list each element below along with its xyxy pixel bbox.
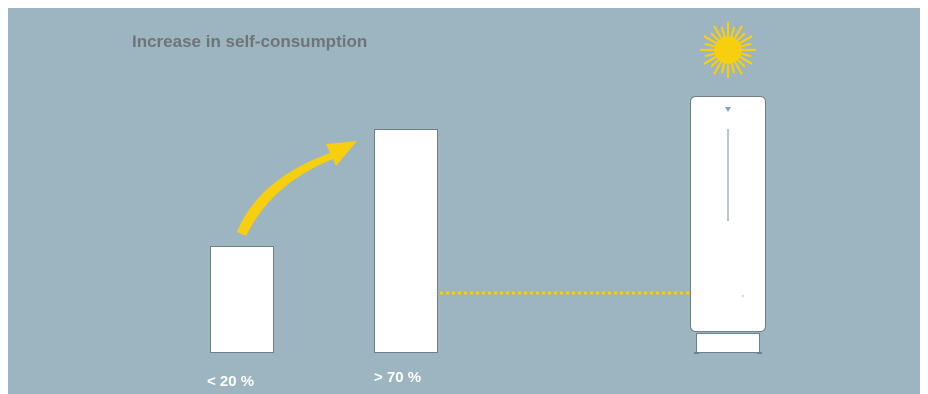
- bar-label-high: > 70 %: [374, 369, 422, 386]
- sun-ray: [720, 63, 726, 74]
- battery-led: [741, 294, 745, 298]
- sun-ray: [703, 35, 717, 44]
- sun-ray: [737, 32, 746, 41]
- sun-ray: [704, 52, 715, 58]
- sun-ray: [734, 61, 743, 75]
- battery-foot-left: [694, 352, 699, 354]
- sun-ray: [710, 59, 719, 68]
- sun-icon: [699, 21, 757, 79]
- diagram-canvas: Increase in self-consumption < 20 % > 70…: [8, 8, 920, 394]
- bar-low-self-consumption: [210, 246, 274, 353]
- sun-ray: [720, 26, 726, 37]
- battery-foot-right: [757, 352, 762, 354]
- sun-ray: [730, 63, 736, 74]
- diagram-graphics: [237, 21, 766, 354]
- bar-label-low: < 20 %: [207, 373, 255, 390]
- sun-ray: [710, 32, 719, 41]
- curved-arrow-icon: [237, 141, 357, 236]
- sun-ray: [730, 26, 736, 37]
- battery-indicator: [725, 107, 731, 112]
- sun-ray: [739, 56, 753, 65]
- bar-high-self-consumption: [374, 129, 438, 353]
- sun-ray: [739, 35, 753, 44]
- battery-base: [696, 333, 760, 353]
- sun-ray: [741, 52, 752, 58]
- sun-ray: [704, 42, 715, 48]
- diagram-title: Increase in self-consumption: [132, 32, 368, 51]
- battery-level-slot: [727, 129, 729, 221]
- battery-storage-icon: [690, 96, 766, 354]
- sun-ray: [713, 25, 722, 39]
- sun-ray: [737, 59, 746, 68]
- sun-ray: [703, 56, 717, 65]
- sun-ray: [734, 25, 743, 39]
- sun-ray: [741, 42, 752, 48]
- sun-ray: [713, 61, 722, 75]
